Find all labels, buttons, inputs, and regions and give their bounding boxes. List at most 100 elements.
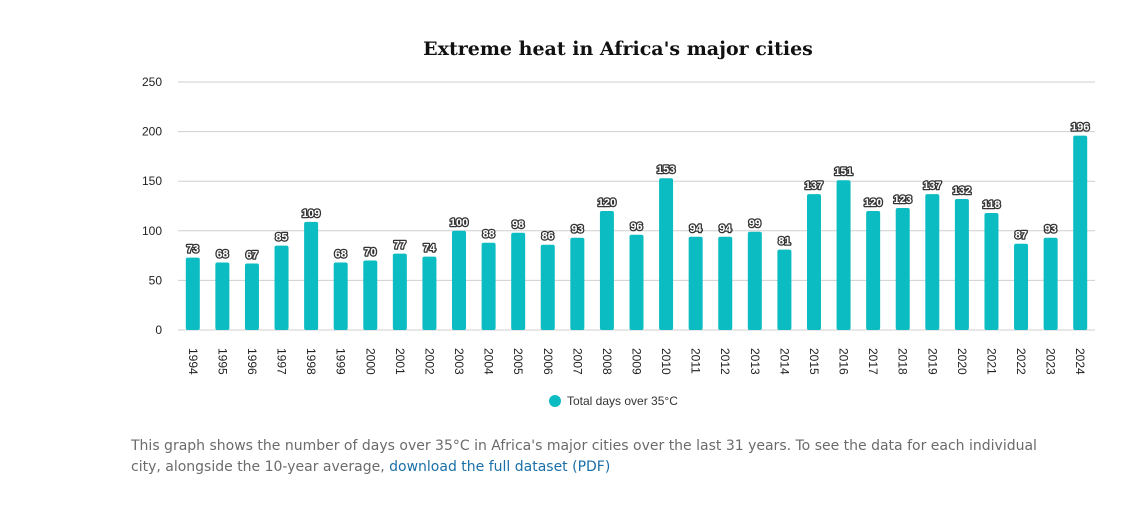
- bar[interactable]: [215, 262, 230, 330]
- data-label: 120: [864, 197, 882, 209]
- bar[interactable]: [688, 236, 703, 330]
- x-tick-label: 2002: [422, 348, 436, 375]
- data-label: 94: [690, 223, 703, 235]
- x-tick-label: 2018: [896, 348, 910, 375]
- x-tick-label: 2017: [866, 348, 880, 375]
- x-tick-label: 2013: [748, 348, 762, 375]
- legend-marker: [549, 395, 561, 407]
- bar[interactable]: [777, 249, 792, 330]
- data-label: 100: [450, 217, 468, 229]
- data-label: 88: [482, 229, 494, 241]
- bars: [185, 135, 1088, 330]
- data-label: 151: [834, 166, 852, 178]
- x-tick-label: 2005: [511, 348, 525, 375]
- bar[interactable]: [570, 237, 585, 330]
- data-label: 132: [953, 185, 971, 197]
- x-tick-label: 2004: [482, 348, 496, 375]
- data-label: 73: [187, 244, 199, 256]
- x-tick-label: 2008: [600, 348, 614, 375]
- bar-chart: Extreme heat in Africa's major cities 0 5…: [142, 38, 1095, 408]
- data-label: 70: [364, 247, 376, 259]
- x-tick-label: 1996: [245, 348, 259, 375]
- download-dataset-link[interactable]: download the full dataset (PDF): [389, 459, 611, 475]
- x-axis-ticks: 1994 1995 1996 1997 1998 1999 2000 2001 2002 2003…: [186, 348, 1087, 375]
- data-label: 137: [923, 180, 941, 192]
- y-tick-label: 50: [149, 273, 163, 287]
- data-label: 123: [894, 194, 912, 206]
- x-tick-label: 1998: [304, 348, 318, 375]
- data-label: 196: [1071, 122, 1089, 134]
- bar[interactable]: [540, 244, 555, 330]
- data-label: 137: [805, 180, 823, 192]
- bar[interactable]: [1014, 243, 1029, 330]
- data-label: 109: [302, 208, 320, 220]
- bar[interactable]: [1043, 237, 1058, 330]
- x-tick-label: 2021: [984, 348, 998, 375]
- bar[interactable]: [333, 262, 348, 330]
- bar[interactable]: [984, 212, 999, 330]
- x-tick-label: 2015: [807, 348, 821, 375]
- bar[interactable]: [244, 263, 259, 330]
- x-tick-label: 2000: [363, 348, 377, 375]
- x-tick-label: 2023: [1044, 348, 1058, 375]
- data-label: 120: [598, 197, 616, 209]
- grid-lines: [178, 81, 1095, 331]
- bar[interactable]: [599, 210, 614, 330]
- y-tick-label: 0: [155, 323, 162, 337]
- bar[interactable]: [659, 178, 674, 330]
- x-tick-label: 2014: [777, 348, 791, 375]
- data-label: 81: [778, 236, 790, 248]
- bar[interactable]: [925, 194, 940, 330]
- data-label: 96: [630, 221, 642, 233]
- x-tick-label: 2011: [689, 348, 703, 374]
- bar[interactable]: [1073, 135, 1088, 330]
- x-tick-label: 1995: [215, 348, 229, 375]
- bar[interactable]: [452, 230, 467, 330]
- bar[interactable]: [481, 242, 496, 330]
- x-tick-label: 2024: [1073, 348, 1087, 375]
- legend-label: Total days over 35°C: [567, 394, 678, 408]
- bar[interactable]: [954, 199, 969, 330]
- data-label: 68: [216, 249, 228, 261]
- bar[interactable]: [363, 260, 378, 330]
- bar[interactable]: [274, 245, 289, 330]
- bar[interactable]: [866, 210, 881, 330]
- data-labels: 73 68 67 85 109 68 70 77 74 100 88 98 86 93 120 96 153 94…: [185, 120, 1090, 263]
- x-tick-label: 2020: [955, 348, 969, 375]
- y-tick-label: 250: [142, 75, 162, 89]
- bar[interactable]: [806, 194, 821, 330]
- bar[interactable]: [392, 253, 407, 330]
- x-tick-label: 2001: [393, 348, 407, 375]
- bar[interactable]: [718, 236, 733, 330]
- bar[interactable]: [422, 256, 437, 330]
- data-label: 74: [423, 243, 436, 255]
- y-tick-label: 100: [142, 224, 162, 238]
- bar[interactable]: [629, 234, 644, 330]
- x-tick-label: 2019: [925, 348, 939, 375]
- data-label: 99: [749, 218, 761, 230]
- bar[interactable]: [895, 207, 910, 330]
- data-label: 67: [246, 250, 258, 262]
- data-label: 98: [512, 219, 524, 231]
- bar[interactable]: [185, 257, 200, 330]
- x-tick-label: 2012: [718, 348, 732, 375]
- data-label: 93: [1045, 224, 1057, 236]
- legend[interactable]: Total days over 35°C: [549, 394, 678, 408]
- data-label: 153: [657, 164, 675, 176]
- data-label: 68: [335, 249, 347, 261]
- chart-title: Extreme heat in Africa's major cities: [423, 38, 813, 60]
- bar[interactable]: [836, 180, 851, 330]
- x-tick-label: 2003: [452, 348, 466, 375]
- bar[interactable]: [511, 232, 526, 330]
- x-tick-label: 1999: [334, 348, 348, 375]
- x-tick-label: 1997: [275, 348, 289, 375]
- data-label: 77: [394, 240, 406, 252]
- chart-caption: This graph shows the number of days over…: [131, 436, 1071, 478]
- data-label: 87: [1015, 230, 1027, 242]
- x-tick-label: 2006: [541, 348, 555, 375]
- x-tick-label: 1994: [186, 348, 200, 375]
- bar[interactable]: [747, 231, 762, 330]
- x-tick-label: 2010: [659, 348, 673, 375]
- bar[interactable]: [304, 221, 319, 330]
- caption-text: This graph shows the number of days over…: [131, 438, 1037, 475]
